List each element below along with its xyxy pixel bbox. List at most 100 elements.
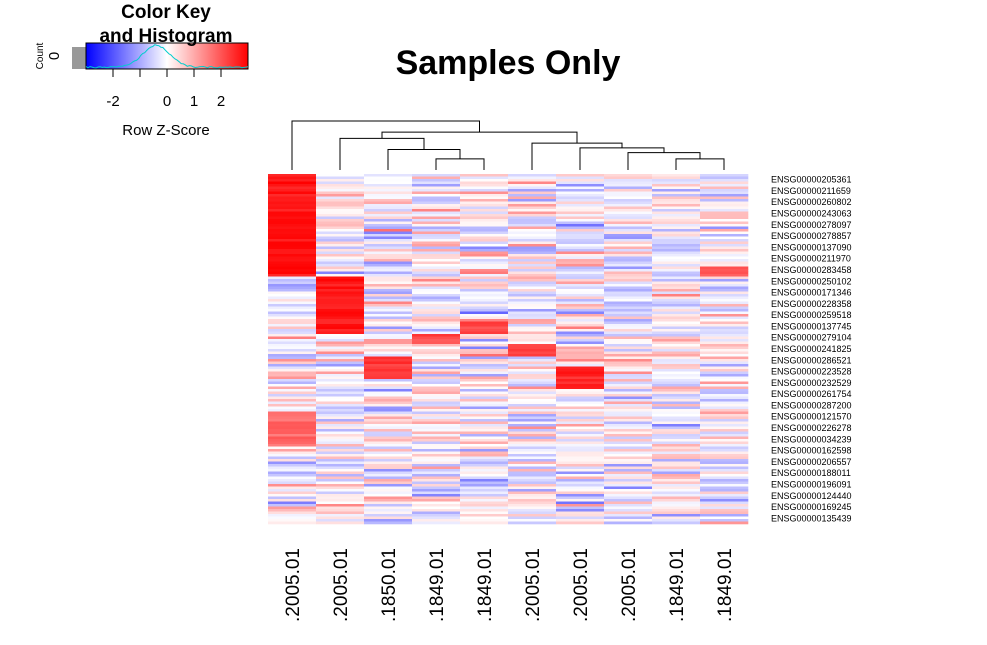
heatmap-cell bbox=[700, 376, 749, 380]
heatmap-cell bbox=[460, 449, 509, 452]
row-label: ENSG00000121570 bbox=[771, 412, 852, 422]
heatmap-cell bbox=[316, 244, 365, 247]
heatmap-cell bbox=[460, 324, 509, 327]
heatmap-cell bbox=[652, 236, 701, 240]
heatmap-cell bbox=[604, 441, 653, 445]
heatmap-cell bbox=[652, 379, 701, 382]
color-key-ylabel: Count bbox=[35, 42, 46, 69]
heatmap-cell bbox=[700, 339, 749, 342]
heatmap-cell bbox=[364, 411, 413, 415]
heatmap-cell bbox=[652, 309, 701, 312]
heatmap-cell bbox=[412, 326, 461, 330]
row-label: ENSG00000162598 bbox=[771, 446, 852, 456]
heatmap-cell bbox=[364, 331, 413, 335]
heatmap-cell bbox=[556, 516, 605, 520]
heatmap-cell bbox=[700, 461, 749, 465]
heatmap-cell bbox=[700, 444, 749, 447]
heatmap-cell bbox=[700, 214, 749, 217]
heatmap-cell bbox=[316, 234, 365, 237]
heatmap-cell bbox=[652, 476, 701, 480]
heatmap-cell bbox=[268, 361, 317, 365]
heatmap-cell bbox=[604, 256, 653, 260]
heatmap-cell bbox=[700, 236, 749, 240]
heatmap-cell bbox=[652, 446, 701, 450]
heatmap-cell bbox=[268, 321, 317, 325]
heatmap-cell bbox=[508, 236, 557, 240]
heatmap-cell bbox=[508, 324, 557, 327]
heatmap-cell bbox=[508, 496, 557, 500]
heatmap-cell bbox=[460, 226, 509, 230]
heatmap-cell bbox=[604, 201, 653, 205]
heatmap-cell bbox=[460, 426, 509, 430]
heatmap-cell bbox=[460, 186, 509, 190]
heatmap-cell bbox=[268, 406, 317, 410]
column-label: .1849.01 bbox=[427, 548, 448, 622]
heatmap-cell bbox=[412, 294, 461, 297]
heatmap-cell bbox=[700, 416, 749, 420]
heatmap-cell bbox=[508, 441, 557, 445]
heatmap-cell bbox=[700, 309, 749, 312]
heatmap-cell bbox=[700, 351, 749, 355]
heatmap-cell bbox=[556, 209, 605, 212]
heatmap-cell bbox=[556, 191, 605, 195]
heatmap-cell bbox=[556, 266, 605, 270]
heatmap-cell bbox=[700, 466, 749, 470]
heatmap-cell bbox=[700, 326, 749, 330]
heatmap-cell bbox=[316, 434, 365, 437]
heatmap-cell bbox=[364, 351, 413, 355]
heatmap-cell bbox=[556, 241, 605, 245]
heatmap-cell bbox=[460, 384, 509, 387]
heatmap-cell bbox=[316, 391, 365, 395]
heatmap-cell bbox=[700, 329, 749, 332]
heatmap-cell bbox=[508, 481, 557, 485]
heatmap-cell bbox=[604, 459, 653, 462]
heatmap-cell bbox=[268, 396, 317, 400]
heatmap-cell bbox=[508, 421, 557, 425]
color-key: Color Key and Histogram Count 0 -2 0 1 2 Ro… bbox=[35, 2, 249, 139]
heatmap-cell bbox=[604, 239, 653, 242]
heatmap-cell bbox=[556, 401, 605, 405]
heatmap-cell bbox=[700, 279, 749, 282]
heatmap-cell bbox=[412, 346, 461, 350]
heatmap-cell bbox=[364, 366, 413, 370]
heatmap-cell bbox=[556, 519, 605, 522]
heatmap-cell bbox=[604, 231, 653, 235]
color-key-x-ticks: -2 0 1 2 bbox=[106, 69, 225, 110]
heatmap-cell bbox=[316, 501, 365, 505]
heatmap-cell bbox=[652, 471, 701, 475]
heatmap-cell bbox=[508, 386, 557, 390]
heatmap-cell bbox=[316, 471, 365, 475]
heatmap-cell bbox=[412, 406, 461, 410]
heatmap-cell bbox=[412, 181, 461, 185]
heatmap-cell bbox=[364, 459, 413, 462]
heatmap-cell bbox=[460, 331, 509, 335]
heatmap-cell bbox=[652, 474, 701, 477]
heatmap-cell bbox=[652, 411, 701, 415]
heatmap-cell bbox=[508, 479, 557, 482]
heatmap-cell bbox=[268, 241, 317, 245]
heatmap-cell bbox=[652, 506, 701, 510]
heatmap-cell bbox=[556, 509, 605, 512]
heatmap-cell bbox=[508, 271, 557, 275]
heatmap-cell bbox=[556, 261, 605, 265]
heatmap-cell bbox=[364, 266, 413, 270]
heatmap-cell bbox=[652, 289, 701, 292]
heatmap-cell bbox=[700, 211, 749, 215]
heatmap-cell bbox=[268, 519, 317, 522]
heatmap-cell bbox=[604, 266, 653, 270]
heatmap-cell bbox=[316, 409, 365, 412]
heatmap-cell bbox=[508, 344, 557, 347]
heatmap-cell bbox=[556, 364, 605, 367]
heatmap-cell bbox=[268, 449, 317, 452]
heatmap-cell bbox=[364, 479, 413, 482]
heatmap-cell bbox=[508, 399, 557, 402]
heatmap-cell bbox=[364, 469, 413, 472]
heatmap-cell bbox=[460, 466, 509, 470]
heatmap-cell bbox=[700, 184, 749, 187]
heatmap-cell bbox=[556, 286, 605, 290]
heatmap-cell bbox=[412, 259, 461, 262]
heatmap-cell bbox=[316, 181, 365, 185]
heatmap-cell bbox=[508, 436, 557, 440]
heatmap-cell bbox=[364, 434, 413, 437]
heatmap-cell bbox=[268, 296, 317, 300]
